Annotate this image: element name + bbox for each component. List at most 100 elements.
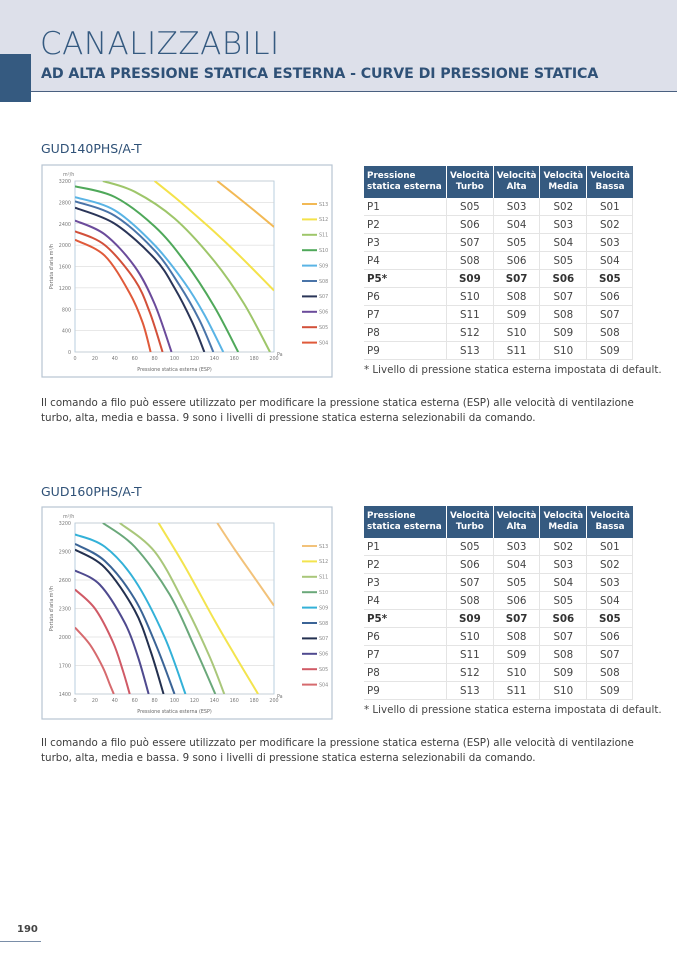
speed-setting-cell: S10 <box>492 323 540 342</box>
table-row: P1 S05 S03 S02 S01 <box>364 198 634 216</box>
speed-setting-cell: S06 <box>586 627 634 646</box>
table-row: P3 S07 S05 S04 S03 <box>364 233 634 252</box>
x-tick-label: 120 <box>190 698 199 704</box>
y-tick-label: 2900 <box>59 550 71 556</box>
series-line-s09 <box>75 196 225 352</box>
speed-setting-cell: S05 <box>446 198 494 216</box>
column-header: Velocità Bassa <box>586 166 633 198</box>
speed-setting-cell: S09 <box>586 341 634 360</box>
y-unit-label: m³/h <box>63 514 74 520</box>
speed-setting-cell: S05 <box>539 251 587 270</box>
y-axis-label: Portata d'aria m³/h <box>49 244 55 289</box>
default-note: * Livello di pressione statica esterna i… <box>364 364 662 376</box>
speed-setting-cell: S09 <box>492 645 540 664</box>
legend-label: S04 <box>319 340 328 346</box>
y-tick-label: 2600 <box>59 578 71 584</box>
description-line: Il comando a filo può essere utilizzato … <box>41 397 634 409</box>
speed-setting-cell: S06 <box>446 555 494 574</box>
speed-setting-cell: S02 <box>586 215 634 234</box>
pressure-level-cell: P3 <box>364 573 447 592</box>
table-row: P7 S11 S09 S08 S07 <box>364 645 634 664</box>
speed-setting-cell: S01 <box>586 538 634 556</box>
speed-setting-cell: S06 <box>492 591 540 610</box>
series-line-s05 <box>75 588 131 694</box>
y-tick-label: 800 <box>62 307 71 313</box>
table-row: P5* S09 S07 S06 S05 <box>364 269 634 288</box>
header-accent-block <box>0 54 31 102</box>
speed-setting-cell: S09 <box>539 323 587 342</box>
x-tick-label: 0 <box>73 698 76 704</box>
speed-setting-cell: S09 <box>586 681 634 700</box>
table-row: P5* S09 S07 S06 S05 <box>364 609 634 628</box>
legend-label: S13 <box>319 202 328 208</box>
speed-setting-cell: S05 <box>492 233 540 252</box>
pressure-level-cell: P7 <box>364 305 447 324</box>
speed-setting-cell: S08 <box>446 591 494 610</box>
page-number-rule <box>0 941 41 942</box>
speed-setting-cell: S11 <box>446 645 494 664</box>
y-tick-label: 1700 <box>59 664 71 670</box>
speed-setting-cell: S04 <box>492 555 540 574</box>
x-tick-label: 120 <box>190 356 199 362</box>
page-subtitle: AD ALTA PRESSIONE STATICA ESTERNA - CURV… <box>41 66 599 82</box>
speed-setting-cell: S07 <box>446 573 494 592</box>
speed-setting-cell: S04 <box>586 251 634 270</box>
legend-label: S09 <box>319 605 328 611</box>
table-row: P8 S12 S10 S09 S08 <box>364 663 634 682</box>
speed-table: Pressione statica esterna Velocità Turbo V… <box>364 166 634 360</box>
speed-setting-cell: S03 <box>586 233 634 252</box>
column-header: Velocità Alta <box>492 506 540 538</box>
speed-setting-cell: S02 <box>539 198 587 216</box>
pressure-level-cell: P2 <box>364 555 447 574</box>
x-tick-label: 200 <box>269 698 278 704</box>
series-line-s08 <box>75 543 176 694</box>
y-tick-label: 2300 <box>59 607 71 613</box>
speed-setting-cell: S01 <box>586 198 634 216</box>
pressure-level-cell: P2 <box>364 215 447 234</box>
speed-setting-cell: S07 <box>492 269 540 288</box>
chart-svg: 0 400 800 1200 1600 2000 2400 2800 3200 0 20 40 60 80… <box>41 164 333 378</box>
legend-label: S10 <box>319 248 328 254</box>
speed-setting-cell: S03 <box>492 538 540 556</box>
pressure-level-cell: P8 <box>364 323 447 342</box>
x-tick-label: 80 <box>152 356 158 362</box>
pressure-level-cell: P9 <box>364 341 447 360</box>
speed-setting-cell: S09 <box>492 305 540 324</box>
speed-setting-cell: S12 <box>446 323 494 342</box>
legend-label: S12 <box>319 559 328 565</box>
description-paragraph: Il comando a filo può essere utilizzato … <box>41 736 661 766</box>
speed-setting-cell: S08 <box>446 251 494 270</box>
speed-setting-cell: S08 <box>492 287 540 306</box>
x-tick-label: 20 <box>92 698 98 704</box>
speed-setting-cell: S10 <box>446 287 494 306</box>
x-tick-label: 140 <box>210 698 219 704</box>
pressure-level-cell: P8 <box>364 663 447 682</box>
pressure-level-cell: P1 <box>364 538 447 556</box>
series-line-s10 <box>102 523 217 694</box>
legend-label: S06 <box>319 652 328 658</box>
series-line-s13 <box>216 181 274 228</box>
speed-setting-cell: S06 <box>539 609 587 628</box>
y-axis-label: Portata d'aria m³/h <box>49 586 55 631</box>
speed-setting-cell: S08 <box>539 305 587 324</box>
y-tick-label: 2000 <box>59 243 71 249</box>
x-tick-label: 180 <box>250 698 259 704</box>
x-axis-label: Pressione statica esterna (ESP) <box>137 367 212 373</box>
y-tick-label: 3200 <box>59 521 71 527</box>
legend-label: S08 <box>319 621 328 627</box>
legend-label: S07 <box>319 636 328 642</box>
speed-setting-cell: S10 <box>446 627 494 646</box>
column-header: Pressione statica esterna <box>364 166 447 198</box>
speed-setting-cell: S06 <box>492 251 540 270</box>
speed-setting-cell: S03 <box>539 555 587 574</box>
x-tick-label: 40 <box>112 698 118 704</box>
x-tick-label: 160 <box>230 698 239 704</box>
x-axis-label: Pressione statica esterna (ESP) <box>137 709 212 715</box>
column-header: Pressione statica esterna <box>364 506 447 538</box>
speed-setting-cell: S04 <box>492 215 540 234</box>
column-header: Velocità Media <box>539 166 587 198</box>
y-tick-label: 2000 <box>59 635 71 641</box>
speed-setting-cell: S04 <box>586 591 634 610</box>
table-row: P7 S11 S09 S08 S07 <box>364 305 634 324</box>
series-line-s12 <box>153 181 274 292</box>
